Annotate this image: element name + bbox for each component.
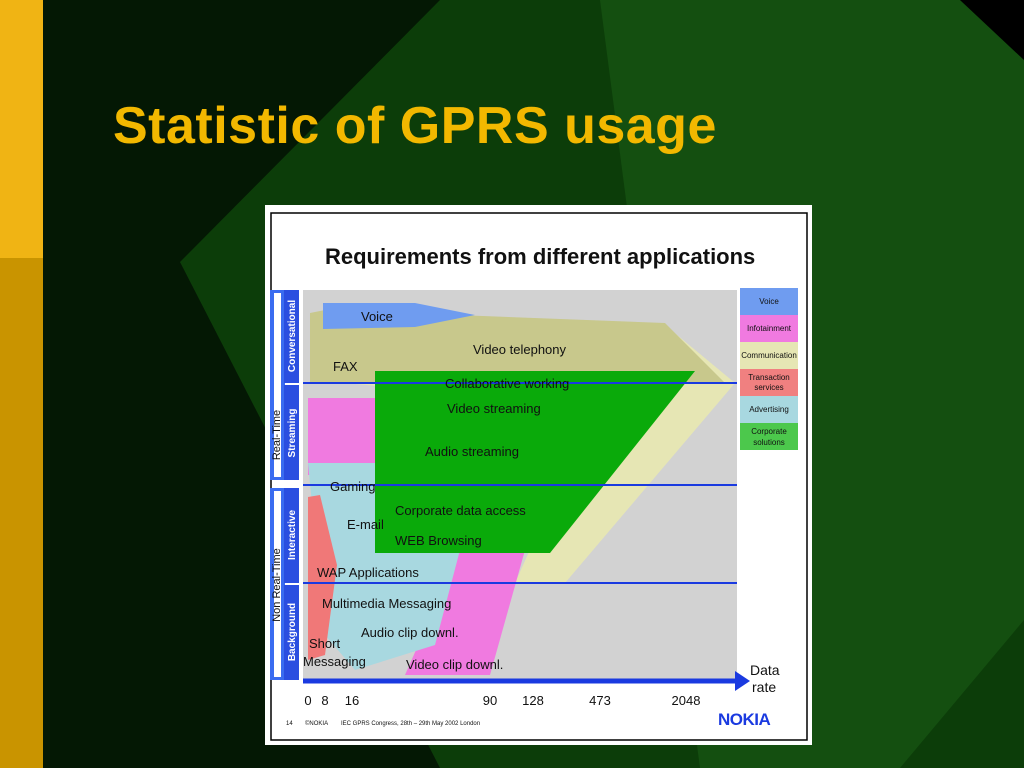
accent-bar-top — [0, 0, 43, 258]
axis-tick: 128 — [522, 693, 544, 708]
legend-label-voice: Voice — [759, 297, 779, 306]
category-bar-background — [284, 585, 299, 680]
footer-page-number: 14 — [286, 721, 293, 727]
background-corner — [960, 0, 1024, 60]
axis-tick: 90 — [483, 693, 497, 708]
legend: Voice Infotainment Communication Transac… — [740, 288, 798, 450]
app-email: E-mail — [347, 517, 384, 532]
app-multimedia-messaging: Multimedia Messaging — [322, 596, 451, 611]
category-bar-interactive — [284, 488, 299, 583]
category-bar-streaming — [284, 385, 299, 480]
legend-label-communication: Communication — [741, 351, 797, 360]
slide-title: Statistic of GPRS usage — [113, 97, 717, 155]
label-streaming: Streaming — [287, 409, 298, 458]
label-interactive: Interactive — [287, 510, 298, 560]
data-rate-axis-arrow — [735, 671, 750, 691]
legend-label-transaction-line2: services — [754, 383, 783, 392]
diagram-svg: Requirements from different applications… — [265, 205, 812, 745]
axis-tick: 473 — [589, 693, 611, 708]
app-collaborative-working: Collaborative working — [445, 376, 569, 391]
region-corporate — [375, 371, 695, 553]
axis-tick: 16 — [345, 693, 359, 708]
diagram-title: Requirements from different applications — [325, 244, 755, 269]
legend-swatch-infotainment — [740, 315, 798, 342]
legend-label-advertising: Advertising — [749, 405, 789, 414]
axis-tick: 8 — [321, 693, 328, 708]
region-voice — [323, 303, 475, 329]
label-background: Background — [287, 603, 298, 661]
region-communication-top — [310, 310, 725, 383]
legend-swatch-voice — [740, 288, 798, 315]
app-video-streaming: Video streaming — [447, 401, 541, 416]
footer-copyright: ©NOKIA — [305, 720, 328, 727]
nokia-logo: NOKIA — [718, 710, 771, 729]
region-infotainment-streaming — [308, 398, 375, 475]
legend-label-corporate-line1: Corporate — [751, 427, 787, 436]
legend-swatch-communication — [740, 342, 798, 369]
app-voice: Voice — [361, 309, 393, 324]
label-real-time: Real-Time — [271, 410, 283, 460]
axis-label-line2: rate — [752, 679, 776, 695]
footer-event: IEC GPRS Congress, 28th – 29th May 2002 … — [341, 721, 480, 727]
app-video-telephony: Video telephony — [473, 342, 567, 357]
app-wap-applications: WAP Applications — [317, 565, 419, 580]
app-corporate-data-access: Corporate data access — [395, 503, 526, 518]
label-conversational: Conversational — [287, 300, 298, 372]
app-gaming: Gaming — [330, 479, 376, 494]
legend-swatch-transaction — [740, 369, 798, 396]
legend-swatch-advertising — [740, 396, 798, 423]
label-non-real-time: Non Real-Time — [271, 548, 283, 622]
app-fax: FAX — [333, 359, 358, 374]
accent-bar-bottom — [0, 258, 43, 768]
category-bar-nonrealtime-inner — [274, 491, 281, 677]
category-bar-conversational — [284, 290, 299, 383]
app-video-clip-download: Video clip downl. — [406, 657, 503, 672]
requirements-diagram: Requirements from different applications… — [265, 205, 812, 745]
app-short-messaging-line2: Messaging — [303, 654, 366, 669]
legend-label-infotainment: Infotainment — [747, 324, 792, 333]
app-audio-clip-download: Audio clip downl. — [361, 625, 459, 640]
axis-tick: 0 — [304, 693, 311, 708]
legend-swatch-corporate — [740, 423, 798, 450]
axis-tick: 2048 — [672, 693, 701, 708]
axis-label-line1: Data — [750, 662, 780, 678]
app-short-messaging-line1: Short — [309, 636, 340, 651]
category-bar-realtime-inner — [274, 293, 281, 477]
legend-label-corporate-line2: solutions — [753, 438, 785, 447]
app-audio-streaming: Audio streaming — [425, 444, 519, 459]
legend-label-transaction-line1: Transaction — [748, 373, 790, 382]
region-transaction — [308, 495, 337, 660]
app-web-browsing: WEB Browsing — [395, 533, 482, 548]
